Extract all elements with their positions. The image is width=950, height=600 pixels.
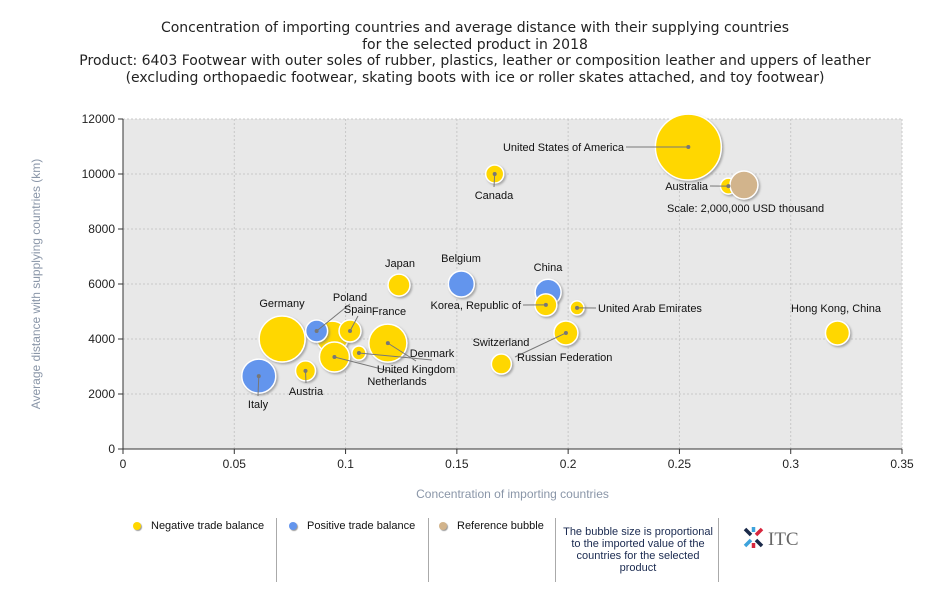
bubble-switzerland [490, 353, 513, 375]
y-tick-label: 10000 [82, 167, 116, 181]
leader-line [334, 356, 398, 374]
leader-line [514, 332, 567, 358]
legend-reference[interactable]: Reference bubble [439, 520, 544, 532]
bubble-label: Japan [385, 258, 415, 270]
y-axis-label: Average distance with supplying countrie… [29, 159, 43, 410]
bubble-label: Korea, Republic of [431, 300, 522, 312]
x-tick-label: 0.35 [890, 457, 914, 471]
bubble-hong-kong-china [824, 320, 851, 346]
reference-label: Scale: 2,000,000 USD thousand [667, 203, 824, 215]
bubble-label: France [372, 306, 406, 318]
bubble-label: Italy [248, 399, 269, 411]
y-tick-label: 4000 [88, 332, 115, 346]
bubble-label: China [534, 262, 564, 274]
yellow-dot-icon [133, 522, 141, 530]
bubble-center-dot [575, 305, 580, 310]
bubble-germany [258, 315, 306, 363]
x-tick-label: 0.25 [668, 457, 692, 471]
bubble-center-dot [303, 368, 308, 373]
y-tick-label: 12000 [82, 112, 116, 126]
y-tick-label: 6000 [88, 277, 115, 291]
y-tick-label: 0 [108, 442, 115, 456]
divider [428, 518, 429, 582]
legend-positive[interactable]: Positive trade balance [289, 520, 415, 532]
logo-text: ITC [768, 529, 799, 550]
x-axis-label: Concentration of importing countries [416, 487, 609, 501]
bubble-center-dot [356, 351, 361, 356]
legend-label: Positive trade balance [307, 520, 416, 532]
bubble-japan [387, 273, 411, 297]
reference-bubble [729, 170, 759, 200]
leader-line [349, 315, 359, 332]
bubble-size-note: The bubble size is proportional to the i… [563, 526, 713, 574]
x-tick-label: 0.2 [560, 457, 577, 471]
chart-title: Concentration of importing countries and… [0, 20, 950, 86]
bubble-center-dot [314, 329, 319, 334]
leader-line [257, 376, 260, 397]
bubble-label: Denmark [410, 348, 455, 360]
itc-logo: ITC [742, 526, 812, 559]
bubble-label: Russian Federation [517, 352, 612, 364]
bubble-center-dot [726, 184, 731, 189]
bubble-label: United Arab Emirates [598, 303, 702, 315]
y-tick-label: 2000 [88, 387, 115, 401]
bubble-label: Poland [333, 292, 367, 304]
x-tick-label: 0 [120, 457, 127, 471]
bubble-label: United Kingdom [377, 364, 455, 376]
bubble-label: Germany [259, 298, 305, 310]
bubble-center-dot [256, 374, 261, 379]
bubble-label: Hong Kong, China [791, 303, 882, 315]
x-tick-label: 0.3 [782, 457, 799, 471]
bubble-label: United States of America [503, 142, 625, 154]
tan-dot-icon [439, 522, 447, 530]
title-line: Concentration of importing countries and… [160, 20, 790, 36]
bubble-label: Australia [665, 181, 709, 193]
bubble-label: Spain [344, 304, 372, 316]
bubble-label: Netherlands [367, 376, 427, 388]
x-tick-label: 0.1 [337, 457, 354, 471]
leader-line [316, 303, 351, 332]
bubble-label: Canada [475, 190, 514, 202]
bubble-label: Austria [289, 386, 324, 398]
y-tick-label: 8000 [88, 222, 115, 236]
title-line: for the selected product in 2018 [362, 36, 588, 53]
bubble-center-dot [492, 172, 497, 176]
bubble-center-dot [348, 329, 353, 334]
leader-line [493, 173, 496, 188]
title-line: (excluding orthopaedic footwear, skating… [125, 69, 825, 86]
leader-line [358, 352, 433, 361]
bubble-center-dot [543, 302, 548, 307]
bubble-center-dot [686, 145, 691, 150]
bubble-label: Switzerland [473, 337, 530, 349]
divider [718, 518, 719, 582]
legend-negative[interactable]: Negative trade balance [133, 520, 264, 532]
bubble-center-dot [332, 355, 337, 360]
title-line: Product: 6403 Footwear with outer soles … [79, 53, 871, 69]
bubble-center-dot [563, 330, 568, 335]
bubble-center-dot [385, 341, 390, 346]
x-tick-label: 0.15 [445, 457, 469, 471]
divider [555, 518, 556, 582]
x-tick-label: 0.05 [223, 457, 247, 471]
legend-label: Reference bubble [457, 520, 544, 532]
divider [276, 518, 277, 582]
blue-dot-icon [289, 522, 297, 530]
legend-label: Negative trade balance [151, 520, 265, 532]
bubble-label: Belgium [441, 253, 481, 265]
bubble-belgium [447, 270, 476, 298]
